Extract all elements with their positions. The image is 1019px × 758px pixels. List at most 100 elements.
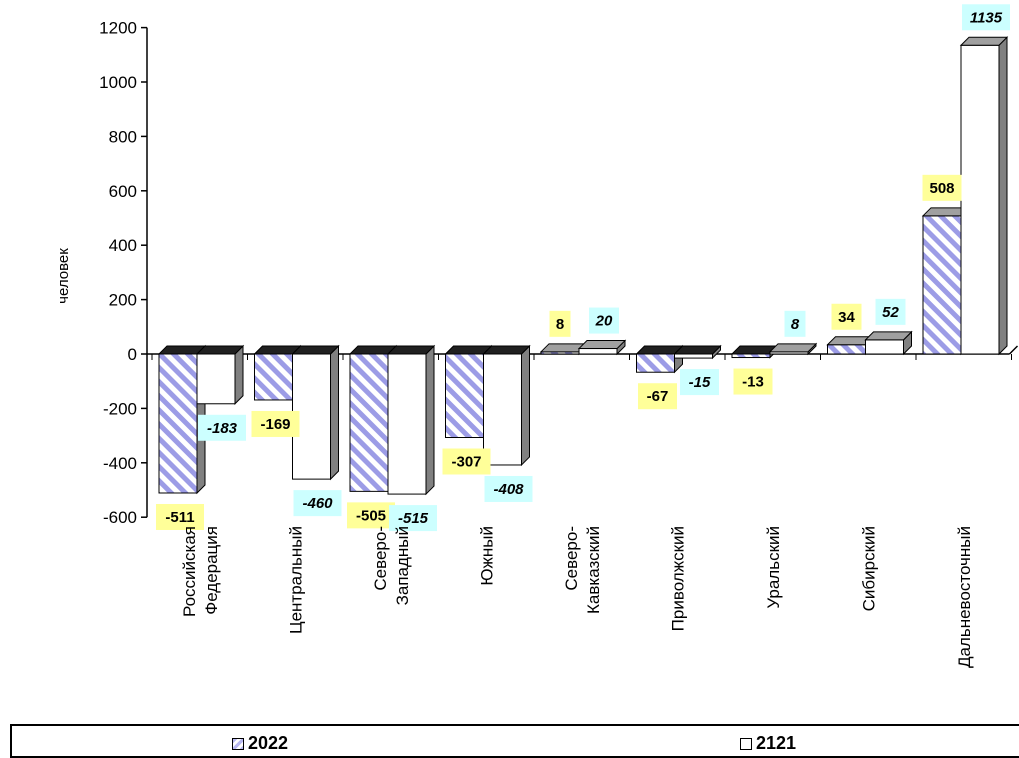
x-category-label: Южный [477,526,496,586]
bar-2121 [386,344,436,496]
data-label-2022: 34 [838,309,855,326]
bar-2121-top [577,340,627,350]
legend-item-2121: 2121 [740,733,796,754]
bar-2121 [768,342,818,356]
x-category-label: Северо- [562,526,581,591]
y-tick-label: 200 [109,291,137,310]
data-label-2022: -505 [356,507,386,524]
x-category-label: Западный [393,526,412,605]
y-tick-label: 400 [109,236,137,255]
legend-label: 2121 [756,733,797,753]
data-label-2121: -515 [398,510,429,527]
data-label-2121: 20 [595,313,613,330]
bar-2022-face [636,353,675,373]
bar-2121-face [387,353,427,495]
data-label-2121: -408 [493,481,524,498]
y-tick-label: 800 [109,127,137,146]
data-label-2022-bg [733,368,773,395]
bar-2121-face [865,339,904,355]
bar-2022-face [445,353,484,439]
bar-2121-top [864,331,913,341]
bar-2121-side [521,344,530,467]
data-label-2121: -183 [207,420,238,437]
data-label-2022: -13 [742,374,764,391]
legend-swatch-hatched [232,737,244,750]
bar-2121 [959,36,1009,356]
y-tick-label: 600 [109,182,137,201]
x-category-label: Северо- [371,526,390,591]
y-tick-label: -200 [103,399,137,418]
bar-2121-side [330,344,339,481]
x-category-label: Российская [180,526,199,617]
bar-2121-face [960,44,1000,355]
bar-2121-top [291,345,340,355]
x-category-label: Сибирский [859,526,878,611]
data-label-2022: 8 [556,316,564,333]
y-tick-label: -400 [103,454,137,473]
data-label-2022-bg [638,383,677,410]
data-label-2022-bg [156,503,204,530]
bar-2121-top [482,345,531,355]
bar-2121-side [234,344,244,405]
x-category-label: Дальневосточный [955,526,974,668]
data-label-2022: -67 [647,388,669,405]
bar-2121 [195,344,245,405]
data-label-2022: -307 [451,454,481,471]
data-label-2121-bg [484,475,533,502]
legend: 2022 2121 [10,724,1019,758]
bar-2121-top [768,343,818,353]
bar-2121 [577,339,627,356]
legend-swatch-white [740,737,752,750]
data-label-2121-bg [962,4,1010,31]
bar-2022-face [731,353,771,359]
data-label-2022-bg [922,174,962,201]
data-label-2121-bg [784,310,806,337]
bar-2121 [482,344,531,467]
bar-2121-face [674,353,713,359]
bar-2022-face [349,353,389,492]
data-label-2121: 8 [791,316,800,333]
bar-2121-face [196,353,236,405]
bar-2022 [635,344,684,374]
bar-2121-face [483,353,522,466]
data-label-2121-bg [589,307,619,334]
data-label-2121-bg [293,490,342,517]
data-label-2121-bg [680,369,719,396]
bar-2121-face [578,348,618,355]
data-label-2022-bg [831,303,862,330]
data-label-2022: -169 [260,416,290,433]
data-label-2022-bg [347,502,395,529]
bar-2121-top [959,36,1009,46]
bar-2022-face [254,353,293,401]
data-label-2022: 508 [929,180,954,197]
data-label-2121: -460 [302,495,333,512]
bar-2121-top [386,345,436,355]
bar-2121-top [673,345,722,355]
x-category-label: Центральный [286,526,305,634]
bar-2022-face [158,353,198,494]
bar-2121-side [998,36,1008,356]
bar-2022-face [827,344,866,355]
data-label-2022-bg [251,410,300,437]
bar-2022-face [922,215,962,355]
bar-2121-top [195,345,245,355]
data-label-2121: 52 [882,304,899,321]
x-category-label: Кавказский [584,526,603,614]
data-label-2022: -511 [165,509,194,526]
bar-2121 [864,330,913,356]
legend-label: 2022 [248,733,289,753]
legend-item-2022: 2022 [232,733,288,754]
data-label-2121-bg [875,298,906,325]
x-category-label: Приволжский [668,526,687,631]
x-axis-depth [1008,345,1019,355]
bar-2121-side [425,344,435,496]
x-category-label: Уральский [764,526,783,609]
y-tick-label: 1200 [99,19,137,38]
y-tick-label: 1000 [99,73,137,92]
data-label-2022-bg [442,448,491,475]
data-label-2022-bg [549,310,571,337]
data-label-2121: 1135 [970,9,1003,26]
bar-2121 [673,344,722,360]
chart: человек -600 -400 -200 0 200 400 600 800 1000 1200… [55,4,1019,668]
data-label-2121: -15 [689,374,711,391]
